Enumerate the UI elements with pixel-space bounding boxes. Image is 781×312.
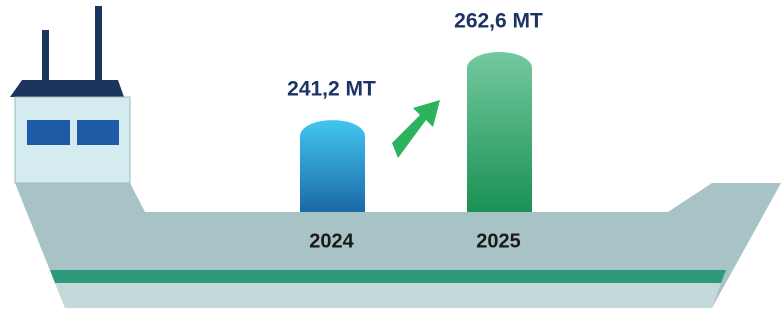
cabin-roof xyxy=(10,80,124,97)
value-label: 241,2 MT xyxy=(287,78,376,101)
window xyxy=(27,120,70,145)
tank xyxy=(467,52,532,212)
ship xyxy=(10,6,781,308)
window xyxy=(77,120,119,145)
value-label: 262,6 MT xyxy=(454,10,543,33)
year-label: 2025 xyxy=(476,230,521,252)
year-label: 2024 xyxy=(309,230,354,252)
tank xyxy=(300,120,365,212)
infographic: 241,2 MT 2024 262,6 MT 2025 xyxy=(0,0,781,312)
mast xyxy=(42,30,49,82)
mast xyxy=(95,6,102,82)
hull-stripe xyxy=(50,270,726,283)
hull-bottom xyxy=(55,283,721,308)
growth-arrow xyxy=(392,100,440,158)
